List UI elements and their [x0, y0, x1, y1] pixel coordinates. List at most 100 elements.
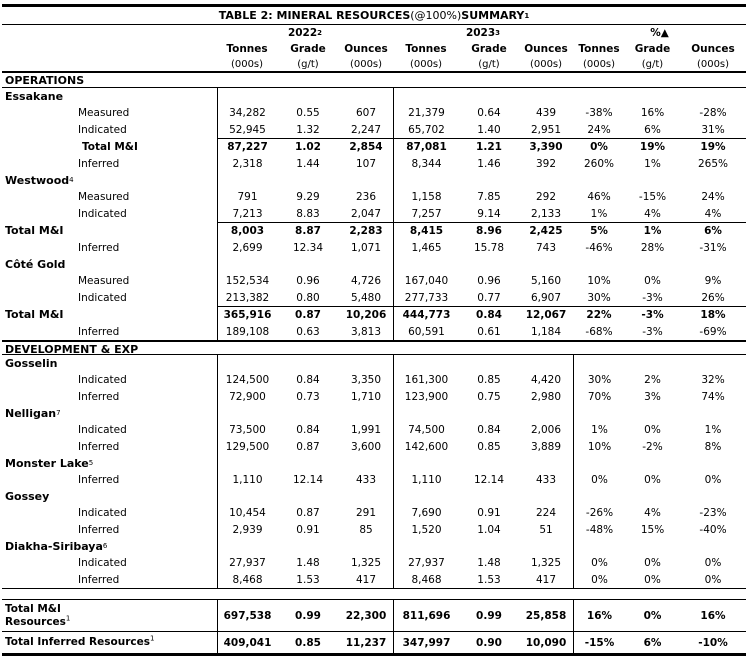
value-cell: 24% [587, 123, 611, 136]
value-cell: 0% [644, 556, 661, 569]
value-cell: -3% [625, 306, 680, 323]
value-cell: 1,325 [350, 556, 382, 569]
value-cell: -46% [585, 241, 613, 254]
value-cell: -15% [573, 632, 625, 653]
col-header-grade-2023: Grade [471, 43, 507, 55]
value-cell: 1% [590, 207, 608, 220]
row-label: Inferred [78, 241, 120, 254]
value-cell: 2,006 [530, 423, 562, 436]
value-cell: 0.87 [277, 306, 339, 323]
value-cell: 444,773 [393, 306, 459, 323]
group-label-2022: 2022 [287, 27, 318, 39]
value-cell: 8,344 [393, 155, 459, 172]
row-label: Indicated [78, 373, 127, 386]
value-cell: 10,090 [525, 636, 567, 649]
value-cell: -15% [638, 190, 667, 203]
value-cell: 1.02 [277, 138, 339, 155]
value-cell: 15.78 [473, 241, 505, 254]
total-label-line: Resources1 [5, 614, 71, 629]
value-cell: 8,468 [217, 571, 277, 588]
resource-row: Measured 152,534 0.96 4,726 167,040 0.96 5,160… [2, 272, 746, 289]
value-cell: 0% [644, 473, 661, 486]
site-row: Nelligan 7 [2, 405, 746, 421]
label-text: Resources [5, 615, 66, 628]
value-cell: 167,040 [393, 272, 459, 289]
value-cell [217, 256, 277, 272]
value-cell: 152,534 [217, 272, 277, 289]
value-cell: 8.96 [459, 222, 519, 239]
value-cell: 11,237 [345, 636, 387, 649]
site-name: Gosselin [2, 355, 217, 371]
value-cell: 8.87 [277, 222, 339, 239]
value-cell: 0.96 [296, 274, 320, 287]
row-label: Inferred [78, 573, 120, 586]
value-cell [277, 355, 339, 371]
value-cell: 1.40 [477, 123, 501, 136]
value-cell [217, 455, 277, 471]
value-cell: 107 [355, 157, 377, 170]
site-row: Monster Lake 5 [2, 455, 746, 471]
value-cell: 0.84 [459, 306, 519, 323]
resource-row: Indicated 52,945 1.32 2,247 65,702 1.40 2,951 2… [2, 121, 746, 138]
value-cell: 0.55 [296, 106, 320, 119]
value-cell: 6% [680, 222, 746, 239]
value-cell [277, 488, 339, 504]
total-mi-row: Total M&I 365,916 0.87 10,206 444,773 0.84 12,… [2, 306, 746, 323]
site-row: Essakane [2, 88, 746, 104]
value-cell [625, 88, 680, 104]
value-cell [217, 538, 277, 554]
title-text-at100: (@100%) [410, 9, 462, 22]
col-header-grade-2022: Grade [290, 43, 326, 55]
value-cell: 1,071 [350, 241, 382, 254]
unit-000s: (000s) [230, 58, 264, 70]
value-cell: 9% [704, 274, 722, 287]
value-cell: 12,067 [519, 306, 573, 323]
footnote-ref: 1 [65, 614, 71, 622]
value-cell: 129,500 [217, 438, 277, 455]
value-cell [277, 538, 339, 554]
value-cell: 1.53 [296, 573, 320, 586]
value-cell: 5% [573, 222, 625, 239]
site-name: Diakha-Siribaya 6 [5, 539, 108, 553]
value-cell: 0% [573, 571, 625, 588]
col-header-tonnes-2022: Tonnes [226, 43, 268, 55]
value-cell: 10% [573, 438, 625, 455]
value-cell: 1% [644, 157, 661, 170]
value-cell: 32% [701, 373, 725, 386]
value-cell: 236 [355, 190, 377, 203]
row-label: Indicated [78, 423, 127, 436]
row-label: Measured [78, 190, 130, 203]
col-header-ounces-pct: Ounces [691, 43, 735, 55]
row-label: Total M&I [5, 224, 64, 237]
value-cell: 3,600 [350, 440, 382, 453]
value-cell: 1.04 [477, 523, 501, 536]
value-cell [459, 455, 519, 471]
value-cell [459, 256, 519, 272]
value-cell: 7,213 [217, 205, 277, 222]
value-cell: 2,047 [350, 207, 382, 220]
value-cell: 3% [644, 390, 661, 403]
value-cell: -3% [642, 325, 663, 338]
title-text-main: TABLE 2: MINERAL RESOURCES [218, 9, 411, 22]
site-name: Côté Gold [2, 256, 217, 272]
site-name: Nelligan 7 [5, 406, 61, 420]
value-cell: 7,690 [393, 504, 459, 521]
resource-row: Inferred 2,318 1.44 107 8,344 1.46 392 260% 1% 26… [2, 155, 746, 172]
value-cell: 9.14 [477, 207, 501, 220]
value-cell: 8,415 [393, 222, 459, 239]
value-cell: 22% [573, 306, 625, 323]
site-name: Monster Lake 5 [5, 456, 94, 470]
value-cell: 21,379 [393, 104, 459, 121]
value-cell: 25,858 [525, 609, 567, 622]
col-header-grade-pct: Grade [634, 43, 671, 55]
value-cell [680, 488, 746, 504]
resource-row: Inferred 2,699 12.34 1,071 1,465 15.78 743 -46%… [2, 239, 746, 256]
value-cell: 0% [644, 274, 661, 287]
value-cell: 12.14 [473, 473, 505, 486]
value-cell: -69% [699, 325, 727, 338]
value-cell: 0% [573, 554, 625, 571]
value-cell: 22,300 [345, 609, 387, 622]
value-cell: 291 [355, 506, 377, 519]
value-cell: 6,907 [530, 291, 562, 304]
value-cell: 87,227 [217, 138, 277, 155]
